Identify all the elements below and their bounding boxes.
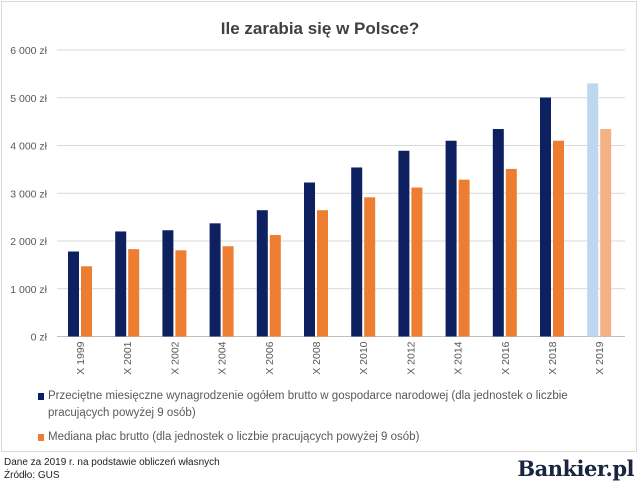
y-tick-label: 1 000 zł xyxy=(10,284,47,296)
x-tick-label: X 2019 xyxy=(594,341,606,374)
x-tick-label: X 2001 xyxy=(122,341,134,374)
bar-average xyxy=(398,150,410,337)
bar-median xyxy=(364,197,376,337)
bar-average xyxy=(492,129,504,337)
x-tick-label: X 2004 xyxy=(217,341,229,374)
bar-median xyxy=(600,129,612,337)
x-tick-label: X 2016 xyxy=(500,341,512,374)
bar-average xyxy=(256,210,268,337)
y-tick-label: 4 000 zł xyxy=(10,141,47,153)
bar-chart: Ile zarabia się w Polsce? 0 zł 1 000 zł 2 … xyxy=(10,19,625,375)
bankier-logo: Bankier.pl xyxy=(517,456,634,481)
bar-median xyxy=(505,168,517,337)
legend-item-median: Mediana płac brutto (dla jednostek o lic… xyxy=(38,429,628,446)
x-tick-label: X 2006 xyxy=(264,341,276,374)
bar-average xyxy=(540,97,551,337)
bar-average xyxy=(351,167,363,337)
bar-median xyxy=(175,250,187,337)
chart-frame xyxy=(1,1,637,452)
legend-label-average: Przeciętne miesięczne wynagrodzenie ogół… xyxy=(48,390,568,419)
bar-average xyxy=(587,83,599,337)
bar-median xyxy=(411,187,423,337)
y-tick-label: 3 000 zł xyxy=(10,188,47,200)
bar-average xyxy=(445,140,457,337)
x-tick-label: X 2010 xyxy=(358,341,370,374)
legend-swatch-average xyxy=(38,393,44,400)
legend: Przeciętne miesięczne wynagrodzenie ogół… xyxy=(38,388,628,453)
legend-label-median: Mediana płac brutto (dla jednostek o lic… xyxy=(48,431,420,443)
bar-median xyxy=(81,266,92,337)
x-tick-label: X 1999 xyxy=(75,341,87,374)
footer-source: Źródło: GUS xyxy=(4,469,60,481)
bar-average xyxy=(304,182,315,337)
bar-median xyxy=(128,249,140,337)
chart-title: Ile zarabia się w Polsce? xyxy=(221,19,419,38)
bar-median xyxy=(553,140,564,337)
bar-median xyxy=(269,235,281,337)
x-tick-label: X 2014 xyxy=(453,341,465,374)
x-tick-label: X 2002 xyxy=(169,341,181,374)
legend-swatch-median xyxy=(38,434,44,441)
bar-average xyxy=(115,231,127,337)
bar-average xyxy=(68,251,79,337)
y-tick-label: 5 000 zł xyxy=(10,93,47,105)
bar-median xyxy=(317,210,328,337)
y-tick-label: 6 000 zł xyxy=(10,45,47,57)
x-tick-label: X 2012 xyxy=(405,341,417,374)
x-tick-label: X 2018 xyxy=(547,341,559,374)
bar-median xyxy=(222,246,234,337)
bar-median xyxy=(458,179,470,337)
footer-notes: Dane za 2019 r. na podstawie obliczeń wł… xyxy=(4,457,220,482)
y-tick-label: 2 000 zł xyxy=(10,236,47,248)
x-tick-label: X 2008 xyxy=(311,341,323,374)
footer-note: Dane za 2019 r. na podstawie obliczeń wł… xyxy=(4,457,220,468)
y-tick-label: 0 zł xyxy=(31,332,48,344)
bar-average xyxy=(209,223,221,337)
legend-item-average: Przeciętne miesięczne wynagrodzenie ogół… xyxy=(38,388,628,422)
bar-average xyxy=(162,230,174,337)
